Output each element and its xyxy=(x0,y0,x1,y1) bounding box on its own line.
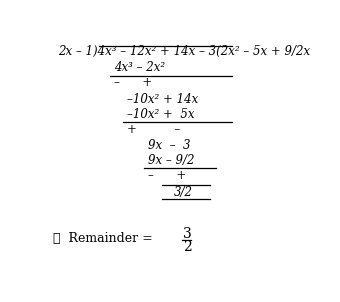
Text: 3: 3 xyxy=(184,227,192,241)
Text: –      +: – + xyxy=(148,169,186,182)
Text: 9x  –  3: 9x – 3 xyxy=(148,139,190,152)
Text: 3/2: 3/2 xyxy=(174,185,193,198)
Text: –      +: – + xyxy=(114,76,152,89)
Text: 2: 2 xyxy=(184,240,192,254)
Text: 4x³ – 2x²: 4x³ – 2x² xyxy=(114,61,165,74)
Text: ∴  Remainder =: ∴ Remainder = xyxy=(53,232,157,245)
Text: +          –: + – xyxy=(127,123,180,136)
Text: 2x – 1)4x³ – 12x² + 14x – 3(2x² – 5x + 9/2x: 2x – 1)4x³ – 12x² + 14x – 3(2x² – 5x + 9… xyxy=(58,45,310,58)
Text: –10x² +  5x: –10x² + 5x xyxy=(127,108,194,120)
Text: 9x – 9/2: 9x – 9/2 xyxy=(148,154,194,167)
Text: –10x² + 14x: –10x² + 14x xyxy=(127,92,198,105)
